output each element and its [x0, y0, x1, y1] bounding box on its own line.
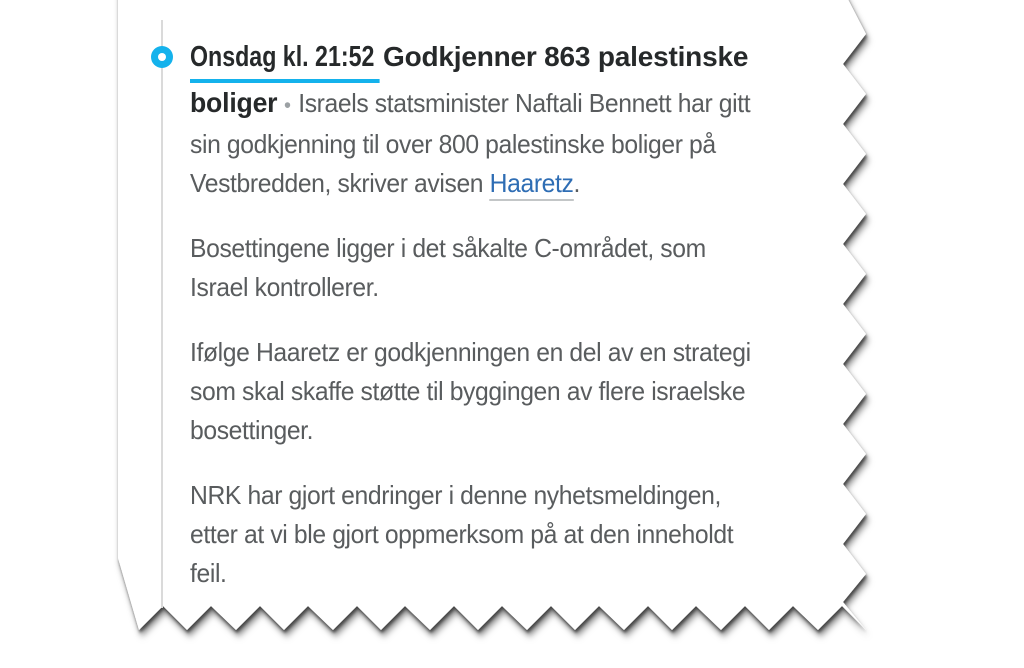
entry-title-lead-line: boliger • Israels statsminister Naftali Be…	[190, 83, 836, 125]
timeline-bullet-icon	[151, 46, 173, 68]
paragraph-line: som skal skaffe støtte til byggingen av …	[190, 376, 746, 406]
entry-lead-text: .	[573, 168, 580, 198]
live-feed-entry: Onsdag kl. 21:52 Godkjenner 863 palestins…	[190, 37, 870, 593]
paragraph: Bosettingene ligger i det såkalte C-områ…	[190, 229, 870, 307]
entry-header-line: Onsdag kl. 21:52 Godkjenner 863 palestins…	[190, 37, 870, 83]
timeline-line	[161, 20, 163, 608]
paragraph: NRK har gjort endringer i denne nyhetsme…	[190, 476, 870, 593]
paragraph-line: bosettinger.	[190, 415, 314, 445]
entry-lead-line: sin godkjenning til over 800 palestinske…	[190, 129, 716, 159]
entry-timestamp-link[interactable]: Onsdag kl. 21:52	[190, 38, 380, 83]
entry-title: Godkjenner 863 palestinske	[383, 41, 749, 72]
paragraph-line: etter at vi ble gjort oppmerksom på at d…	[190, 519, 734, 549]
paragraph-line: Israel kontrollerer.	[190, 272, 379, 302]
entry-lead-text: Vestbredden, skriver avisen	[190, 168, 490, 198]
paragraph-line: NRK har gjort endringer i denne nyhetsme…	[190, 480, 721, 510]
paragraph-line: Ifølge Haaretz er godkjenningen en del a…	[190, 337, 751, 367]
entry-title-continued: boliger	[190, 87, 278, 118]
paragraph: Ifølge Haaretz er godkjenningen en del a…	[190, 333, 870, 450]
haaretz-link[interactable]: Haaretz	[489, 168, 574, 201]
paragraph-line: Bosettingene ligger i det såkalte C-områ…	[190, 233, 706, 263]
paragraph-line: feil.	[190, 558, 227, 588]
entry-lead-line: Israels statsminister Naftali Bennett ha…	[298, 88, 751, 118]
separator-dot-icon: •	[284, 94, 291, 117]
entry-lead-line: Vestbredden, skriver avisen Haaretz.	[190, 164, 836, 203]
entry-timestamp-wrap: Onsdag kl. 21:52	[190, 38, 380, 83]
